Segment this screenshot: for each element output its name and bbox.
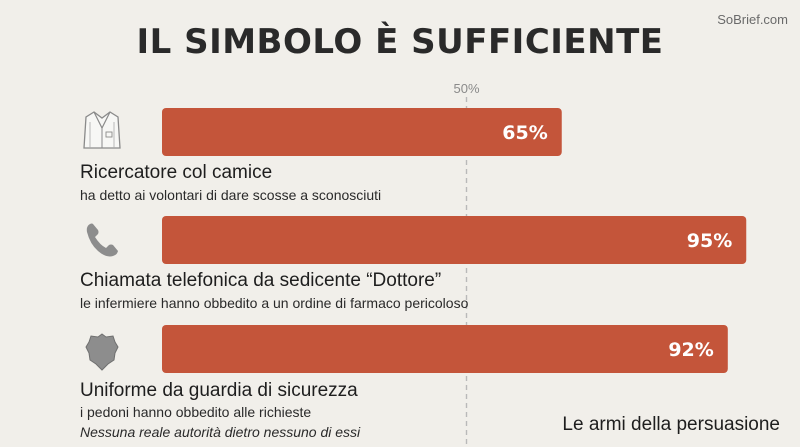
category-label: Ricercatore col camice <box>80 162 273 183</box>
bar-value-label: 65% <box>502 122 547 144</box>
bar-value-label: 92% <box>668 339 713 361</box>
bar-value-label: 95% <box>687 230 732 252</box>
category-subtitle: ha detto ai volontari di dare scosse a s… <box>80 187 382 203</box>
bar <box>162 108 562 156</box>
brand-watermark: SoBrief.com <box>717 12 788 27</box>
reference-line-label: 50% <box>453 81 479 96</box>
footnote: Nessuna reale autorità dietro nessuno di… <box>80 424 361 440</box>
badge-icon <box>80 330 124 374</box>
lab-coat-icon <box>80 108 124 152</box>
category-label: Chiamata telefonica da sedicente “Dottor… <box>80 270 442 291</box>
phone-icon <box>80 218 124 262</box>
bar <box>162 216 747 264</box>
source-label: Le armi della persuasione <box>562 414 780 435</box>
bar <box>162 325 728 373</box>
category-label: Uniforme da guardia di sicurezza <box>80 380 358 401</box>
category-subtitle: le infermiere hanno obbedito a un ordine… <box>80 295 469 311</box>
chart-title: IL SIMBOLO È SUFFICIENTE <box>136 22 664 62</box>
category-subtitle: i pedoni hanno obbedito alle richieste <box>80 404 312 420</box>
